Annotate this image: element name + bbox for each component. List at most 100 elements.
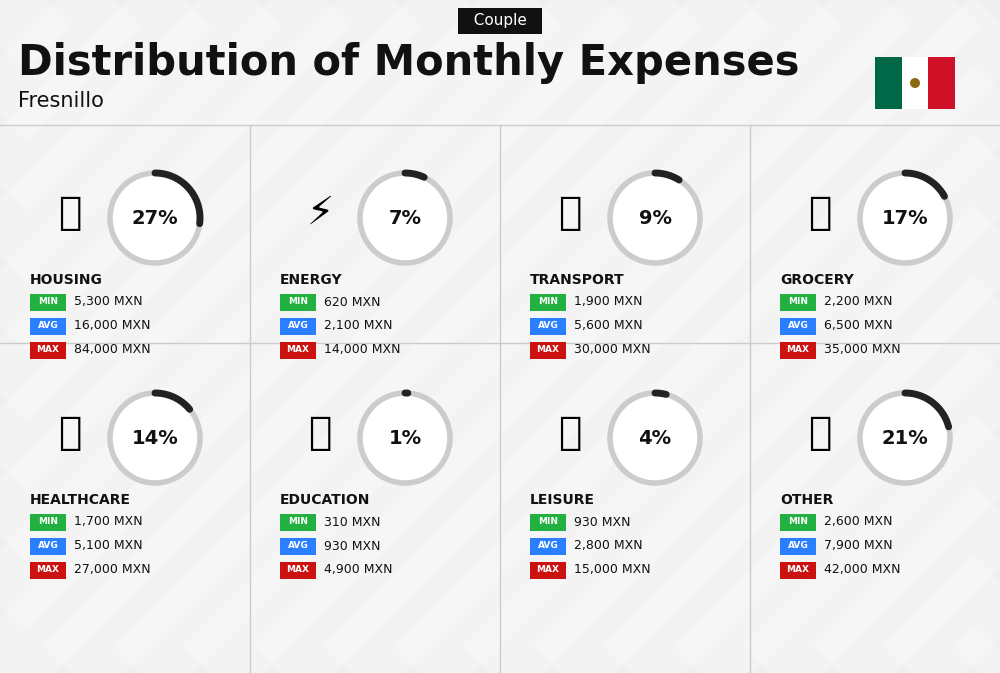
Text: MIN: MIN xyxy=(38,297,58,306)
Text: AVG: AVG xyxy=(38,322,58,330)
Circle shape xyxy=(610,173,700,263)
FancyBboxPatch shape xyxy=(530,293,566,310)
Text: 930 MXN: 930 MXN xyxy=(324,540,380,553)
Text: 2,200 MXN: 2,200 MXN xyxy=(824,295,893,308)
Text: 🛍: 🛍 xyxy=(558,414,582,452)
Text: MIN: MIN xyxy=(538,297,558,306)
Text: 16,000 MXN: 16,000 MXN xyxy=(74,320,150,332)
FancyBboxPatch shape xyxy=(30,318,66,334)
FancyBboxPatch shape xyxy=(30,513,66,530)
Text: 1,700 MXN: 1,700 MXN xyxy=(74,516,143,528)
FancyBboxPatch shape xyxy=(280,293,316,310)
FancyBboxPatch shape xyxy=(30,293,66,310)
FancyBboxPatch shape xyxy=(780,341,816,359)
FancyBboxPatch shape xyxy=(928,57,955,109)
FancyBboxPatch shape xyxy=(780,318,816,334)
Text: TRANSPORT: TRANSPORT xyxy=(530,273,625,287)
Text: OTHER: OTHER xyxy=(780,493,833,507)
Text: 7%: 7% xyxy=(388,209,422,227)
FancyBboxPatch shape xyxy=(30,341,66,359)
Text: 2,100 MXN: 2,100 MXN xyxy=(324,320,392,332)
Text: 2,800 MXN: 2,800 MXN xyxy=(574,540,643,553)
Text: 5,300 MXN: 5,300 MXN xyxy=(74,295,143,308)
Text: 35,000 MXN: 35,000 MXN xyxy=(824,343,901,357)
FancyBboxPatch shape xyxy=(530,561,566,579)
Text: 🏢: 🏢 xyxy=(58,194,82,232)
Text: 30,000 MXN: 30,000 MXN xyxy=(574,343,651,357)
Circle shape xyxy=(610,393,700,483)
Text: MAX: MAX xyxy=(536,565,560,575)
Circle shape xyxy=(360,173,450,263)
Text: AVG: AVG xyxy=(538,542,558,551)
Text: 4,900 MXN: 4,900 MXN xyxy=(324,563,392,577)
Text: ENERGY: ENERGY xyxy=(280,273,343,287)
Text: MIN: MIN xyxy=(288,297,308,306)
Text: HOUSING: HOUSING xyxy=(30,273,103,287)
Text: 21%: 21% xyxy=(882,429,928,448)
Text: 14%: 14% xyxy=(132,429,178,448)
Text: Distribution of Monthly Expenses: Distribution of Monthly Expenses xyxy=(18,42,800,84)
Text: 5,600 MXN: 5,600 MXN xyxy=(574,320,643,332)
Text: MAX: MAX xyxy=(786,565,810,575)
Text: 🛒: 🛒 xyxy=(808,194,832,232)
Text: 1,900 MXN: 1,900 MXN xyxy=(574,295,642,308)
FancyBboxPatch shape xyxy=(875,57,902,109)
Text: 27%: 27% xyxy=(132,209,178,227)
Text: Fresnillo: Fresnillo xyxy=(18,91,104,111)
FancyBboxPatch shape xyxy=(780,561,816,579)
FancyBboxPatch shape xyxy=(780,293,816,310)
Text: 84,000 MXN: 84,000 MXN xyxy=(74,343,151,357)
FancyBboxPatch shape xyxy=(280,513,316,530)
Text: MAX: MAX xyxy=(36,565,60,575)
Text: 🏥: 🏥 xyxy=(58,414,82,452)
Circle shape xyxy=(110,393,200,483)
Circle shape xyxy=(910,78,920,88)
Text: ⚡: ⚡ xyxy=(306,194,334,232)
Text: 620 MXN: 620 MXN xyxy=(324,295,380,308)
Text: MIN: MIN xyxy=(38,518,58,526)
FancyBboxPatch shape xyxy=(530,538,566,555)
FancyBboxPatch shape xyxy=(530,513,566,530)
Text: AVG: AVG xyxy=(538,322,558,330)
Text: 310 MXN: 310 MXN xyxy=(324,516,380,528)
Text: HEALTHCARE: HEALTHCARE xyxy=(30,493,131,507)
Text: 6,500 MXN: 6,500 MXN xyxy=(824,320,893,332)
Text: 27,000 MXN: 27,000 MXN xyxy=(74,563,151,577)
FancyBboxPatch shape xyxy=(902,57,928,109)
FancyBboxPatch shape xyxy=(280,341,316,359)
Text: LEISURE: LEISURE xyxy=(530,493,595,507)
FancyBboxPatch shape xyxy=(280,561,316,579)
Text: AVG: AVG xyxy=(788,322,808,330)
Text: MAX: MAX xyxy=(536,345,560,355)
Text: GROCERY: GROCERY xyxy=(780,273,854,287)
FancyBboxPatch shape xyxy=(530,341,566,359)
Text: AVG: AVG xyxy=(288,542,308,551)
Text: 14,000 MXN: 14,000 MXN xyxy=(324,343,400,357)
Text: MAX: MAX xyxy=(287,345,310,355)
Text: 🎓: 🎓 xyxy=(308,414,332,452)
Circle shape xyxy=(110,173,200,263)
Text: MAX: MAX xyxy=(287,565,310,575)
FancyBboxPatch shape xyxy=(280,538,316,555)
Circle shape xyxy=(860,173,950,263)
FancyBboxPatch shape xyxy=(280,318,316,334)
Text: EDUCATION: EDUCATION xyxy=(280,493,370,507)
Text: 2,600 MXN: 2,600 MXN xyxy=(824,516,893,528)
Text: AVG: AVG xyxy=(288,322,308,330)
Text: 1%: 1% xyxy=(388,429,422,448)
Circle shape xyxy=(860,393,950,483)
FancyBboxPatch shape xyxy=(30,538,66,555)
Text: 17%: 17% xyxy=(882,209,928,227)
Text: MAX: MAX xyxy=(786,345,810,355)
FancyBboxPatch shape xyxy=(780,513,816,530)
Text: 42,000 MXN: 42,000 MXN xyxy=(824,563,900,577)
Text: AVG: AVG xyxy=(38,542,58,551)
Text: MIN: MIN xyxy=(788,518,808,526)
Text: 🚌: 🚌 xyxy=(558,194,582,232)
Text: 9%: 9% xyxy=(639,209,672,227)
FancyBboxPatch shape xyxy=(530,318,566,334)
FancyBboxPatch shape xyxy=(780,538,816,555)
Text: 930 MXN: 930 MXN xyxy=(574,516,631,528)
Text: 7,900 MXN: 7,900 MXN xyxy=(824,540,893,553)
Text: MIN: MIN xyxy=(788,297,808,306)
